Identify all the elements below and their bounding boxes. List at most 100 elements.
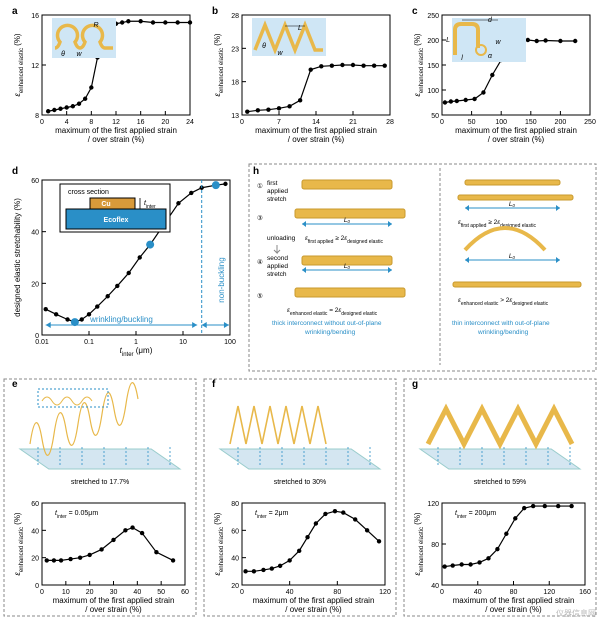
- svg-text:b: b: [212, 6, 218, 17]
- svg-text:εfirst applied ≥ 2εdesigned el: εfirst applied ≥ 2εdesigned elastic: [305, 235, 383, 245]
- svg-text:0.1: 0.1: [84, 339, 94, 346]
- svg-text:10: 10: [179, 339, 187, 346]
- svg-text:100: 100: [495, 119, 507, 126]
- svg-text:/ over strain (%): / over strain (%): [485, 605, 542, 614]
- svg-text:16: 16: [31, 13, 39, 20]
- svg-text:120: 120: [543, 589, 555, 596]
- fig-panel-b: b0714212813182328εenhanced elastic (%)ma…: [200, 0, 400, 160]
- svg-text:60: 60: [231, 528, 239, 535]
- svg-text:θ: θ: [61, 51, 65, 58]
- fig-panel-h: h①firstappliedstretch③L₀unloadingεfirst …: [245, 160, 600, 375]
- svg-text:20: 20: [31, 281, 39, 288]
- svg-text:4: 4: [65, 119, 69, 126]
- svg-text:maximum of the first applied s: maximum of the first applied strain: [53, 596, 175, 605]
- svg-text:εenhanced elastic = 2εdesigned: εenhanced elastic = 2εdesigned elastic: [287, 307, 378, 317]
- svg-text:14: 14: [312, 119, 320, 126]
- svg-text:60: 60: [181, 589, 189, 596]
- svg-text:40: 40: [231, 556, 239, 563]
- svg-text:40: 40: [31, 528, 39, 535]
- svg-text:18: 18: [231, 80, 239, 87]
- svg-text:applied: applied: [267, 188, 288, 195]
- svg-text:applied: applied: [267, 263, 288, 270]
- svg-text:40: 40: [431, 583, 439, 590]
- svg-text:L₀: L₀: [344, 263, 351, 270]
- svg-text:/ over strain (%): / over strain (%): [288, 135, 345, 144]
- svg-text:150: 150: [427, 63, 439, 70]
- svg-text:stretched to 59%: stretched to 59%: [474, 479, 527, 486]
- svg-text:80: 80: [231, 501, 239, 508]
- svg-text:21: 21: [349, 119, 357, 126]
- svg-text:εenhanced elastic (%): εenhanced elastic (%): [213, 33, 225, 97]
- svg-text:θ: θ: [262, 43, 266, 50]
- svg-text:εenhanced elastic (%): εenhanced elastic (%): [13, 33, 25, 97]
- svg-text:L₀: L₀: [344, 217, 351, 224]
- svg-text:40: 40: [474, 589, 482, 596]
- svg-text:50: 50: [468, 119, 476, 126]
- svg-text:h: h: [253, 166, 259, 177]
- svg-text:thin interconnect with out-of-: thin interconnect with out-of-plane: [452, 320, 550, 327]
- svg-text:250: 250: [584, 119, 596, 126]
- fig-panel-f: fstretched to 30%0408012020406080εenhanc…: [200, 375, 400, 620]
- svg-text:a: a: [12, 6, 18, 17]
- fig-panel-d: d0.010.11101000204060designed elastic st…: [0, 160, 245, 375]
- svg-text:Ecoflex: Ecoflex: [104, 217, 129, 224]
- svg-text:0: 0: [440, 119, 444, 126]
- svg-text:20: 20: [31, 556, 39, 563]
- svg-text:20: 20: [231, 583, 239, 590]
- svg-text:Cu: Cu: [101, 201, 110, 208]
- svg-text:tinter = 2μm: tinter = 2μm: [255, 510, 289, 520]
- svg-text:/ over strain (%): / over strain (%): [88, 135, 145, 144]
- svg-text:/ over strain (%): / over strain (%): [488, 135, 545, 144]
- svg-text:8: 8: [35, 113, 39, 120]
- svg-text:50: 50: [431, 113, 439, 120]
- svg-text:80: 80: [431, 542, 439, 549]
- svg-text:12: 12: [31, 63, 39, 70]
- svg-text:L₀: L₀: [509, 253, 516, 260]
- svg-text:εenhanced elastic (%): εenhanced elastic (%): [413, 512, 425, 576]
- svg-text:250: 250: [427, 13, 439, 20]
- svg-text:tinter = 0.05μm: tinter = 0.05μm: [55, 510, 98, 520]
- svg-text:maximum of the first applied s: maximum of the first applied strain: [453, 596, 575, 605]
- svg-text:100: 100: [224, 339, 236, 346]
- svg-text:40: 40: [31, 230, 39, 237]
- svg-text:εenhanced elastic (%): εenhanced elastic (%): [413, 33, 425, 97]
- svg-text:designed elastic stretchabilit: designed elastic stretchability (%): [13, 198, 22, 317]
- svg-text:80: 80: [333, 589, 341, 596]
- svg-text:0: 0: [35, 333, 39, 340]
- svg-text:maximum of the first applied s: maximum of the first applied strain: [253, 596, 375, 605]
- svg-text:wrinkling/buckling: wrinkling/buckling: [89, 315, 153, 324]
- svg-text:d: d: [12, 166, 18, 177]
- svg-text:L₀: L₀: [509, 201, 516, 208]
- svg-text:20: 20: [86, 589, 94, 596]
- svg-text:200: 200: [427, 38, 439, 45]
- svg-text:non-buckling: non-buckling: [217, 257, 226, 302]
- svg-text:maximum of the first applied s: maximum of the first applied strain: [255, 126, 377, 135]
- svg-text:0: 0: [40, 119, 44, 126]
- svg-text:40: 40: [286, 589, 294, 596]
- svg-text:8: 8: [89, 119, 93, 126]
- svg-text:0: 0: [40, 589, 44, 596]
- svg-text:stretched to 30%: stretched to 30%: [274, 479, 327, 486]
- svg-text:12: 12: [112, 119, 120, 126]
- fig-panel-c: c05010015020025050100150200250εenhanced …: [400, 0, 600, 160]
- svg-text:0: 0: [240, 119, 244, 126]
- svg-text:24: 24: [186, 119, 194, 126]
- svg-text:80: 80: [510, 589, 518, 596]
- svg-text:1: 1: [134, 339, 138, 346]
- watermark-text: 仪器信息网: [556, 608, 596, 619]
- svg-text:R: R: [93, 22, 98, 29]
- svg-text:28: 28: [231, 13, 239, 20]
- svg-text:stretch: stretch: [267, 196, 287, 203]
- svg-text:0.01: 0.01: [35, 339, 49, 346]
- svg-text:⑤: ⑤: [257, 292, 263, 300]
- svg-text:/ over strain (%): / over strain (%): [285, 605, 342, 614]
- svg-text:second: second: [267, 255, 288, 262]
- svg-text:100: 100: [427, 88, 439, 95]
- svg-text:120: 120: [379, 589, 391, 596]
- svg-text:εenhanced elastic > 2εdesigned: εenhanced elastic > 2εdesigned elastic: [458, 297, 549, 307]
- svg-text:c: c: [412, 6, 418, 17]
- svg-text:εenhanced elastic (%): εenhanced elastic (%): [13, 512, 25, 576]
- svg-text:maximum of the first applied s: maximum of the first applied strain: [55, 126, 177, 135]
- svg-text:10: 10: [62, 589, 70, 596]
- svg-text:wrinkling/bending: wrinkling/bending: [477, 329, 529, 336]
